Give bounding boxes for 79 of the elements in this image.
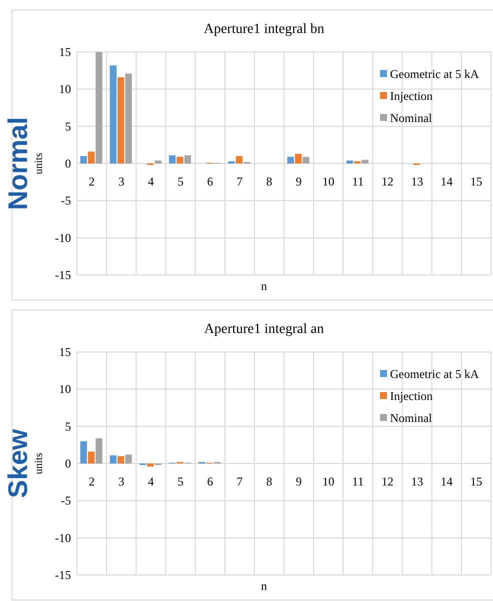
- y-axis-title: units: [33, 452, 45, 474]
- bar: [176, 156, 184, 164]
- x-tick-label: 3: [118, 174, 124, 188]
- x-axis-title: n: [261, 279, 267, 293]
- y-tick-label: -10: [55, 530, 71, 545]
- bar: [80, 441, 87, 464]
- x-tick-label: 13: [411, 174, 424, 188]
- x-tick-label: 5: [178, 174, 184, 188]
- bar: [118, 77, 124, 164]
- y-tick-label: 0: [65, 156, 71, 170]
- bar: [110, 455, 117, 464]
- x-tick-label: 10: [322, 474, 334, 488]
- bar: [80, 156, 87, 164]
- x-axis-title: n: [261, 579, 267, 593]
- x-tick-label: 10: [322, 174, 334, 188]
- text: Skew: [3, 428, 33, 498]
- x-tick-label: 6: [207, 174, 214, 188]
- x-tick-label: 12: [382, 474, 394, 488]
- x-tick-label: 13: [411, 474, 424, 488]
- bar: [88, 152, 95, 164]
- x-tick-label: 6: [207, 474, 214, 488]
- chart-title: Aperture1 integral an: [204, 322, 324, 337]
- bar: [184, 155, 192, 164]
- x-tick-label: 8: [266, 474, 272, 488]
- bar: [147, 464, 154, 466]
- legend-label: Nominal: [390, 411, 433, 425]
- bar: [118, 456, 124, 464]
- y-tick-label: -15: [55, 568, 71, 582]
- x-tick-label: 4: [148, 174, 154, 188]
- x-tick-label: 14: [440, 474, 453, 488]
- y-axis-title: units: [33, 152, 45, 174]
- x-tick-label: 8: [266, 174, 272, 188]
- y-tick-label: -5: [61, 194, 71, 208]
- x-tick-label: 14: [440, 174, 453, 188]
- bar: [302, 156, 310, 164]
- bar: [362, 160, 368, 164]
- x-tick-label: 15: [470, 174, 482, 188]
- chart-title: Aperture1 integral bn: [204, 22, 324, 37]
- bar: [154, 160, 162, 164]
- bar: [125, 74, 132, 164]
- x-tick-label: 9: [296, 474, 302, 488]
- y-tick-label: 5: [65, 419, 71, 434]
- x-tick-label: 2: [88, 474, 95, 488]
- legend-label: Injection: [390, 389, 433, 403]
- x-tick-label: 15: [470, 474, 482, 488]
- y-tick-label: -5: [61, 494, 71, 508]
- y-tick-label: 5: [65, 119, 71, 134]
- x-tick-label: 11: [352, 174, 364, 188]
- bar: [346, 160, 354, 164]
- legend-label: Injection: [390, 89, 433, 103]
- x-tick-label: 11: [352, 474, 364, 488]
- x-tick-label: 12: [382, 174, 394, 188]
- bar: [236, 156, 242, 164]
- x-tick-label: 5: [178, 474, 184, 488]
- x-tick-label: 2: [88, 174, 95, 188]
- bar: [125, 454, 132, 464]
- x-tick-label: 3: [118, 474, 124, 488]
- x-tick-label: 7: [236, 474, 243, 488]
- x-tick-label: 4: [148, 474, 154, 488]
- y-tick-label: 15: [59, 345, 71, 359]
- y-tick-label: 10: [59, 82, 71, 96]
- y-tick-label: 0: [65, 456, 71, 470]
- y-tick-label: 10: [59, 382, 71, 396]
- bar: [88, 452, 95, 464]
- bar: [168, 155, 176, 164]
- bar: [96, 52, 102, 164]
- bar: [294, 154, 302, 164]
- legend-label: Nominal: [390, 111, 433, 125]
- y-tick-label: -10: [55, 230, 71, 245]
- y-tick-label: -15: [55, 268, 71, 282]
- bar: [287, 156, 294, 164]
- bar: [110, 65, 117, 164]
- x-tick-label: 7: [236, 174, 243, 188]
- legend-label: Geometric at 5 kA: [390, 67, 480, 81]
- legend-label: Geometric at 5 kA: [390, 367, 480, 381]
- x-tick-label: 9: [296, 174, 302, 188]
- bar: [96, 438, 102, 464]
- y-tick-label: 15: [59, 45, 71, 59]
- text: Normal: [3, 116, 33, 210]
